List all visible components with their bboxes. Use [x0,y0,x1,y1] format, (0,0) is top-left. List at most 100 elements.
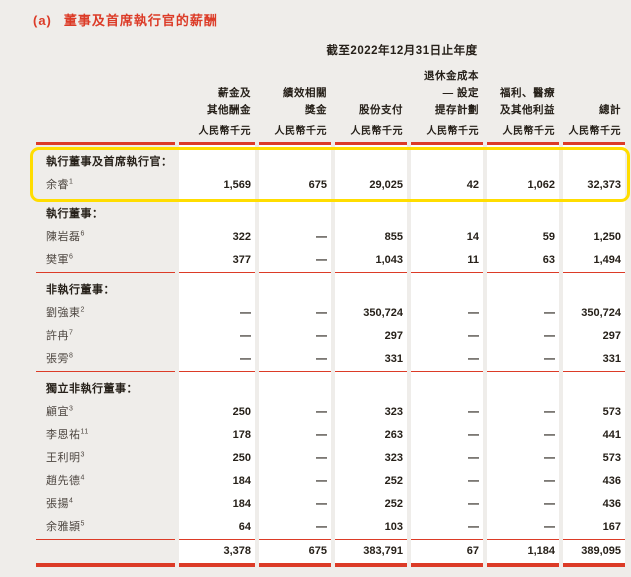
value-cell: 184 [179,470,255,493]
director-name: 顧宜3 [46,405,74,418]
value-cell [563,145,626,174]
column-header: 退休金成本 — 設定 提存計劃 [411,64,483,120]
value-cell: 263 [335,424,407,447]
director-row: 李恩祐11 178—263— —441 [36,424,626,447]
value-cell: — [487,447,559,470]
footnote-ref: 4 [69,497,74,505]
unit-label: 人民幣千元 [487,120,559,145]
unit-row: 人民幣千元 人民幣千元 人民幣千元 人民幣千元 人民幣千元 人民幣千元 [36,120,626,145]
value-cell: — [487,424,559,447]
value-cell [179,145,255,174]
value-cell: — [487,348,559,372]
value-cell: 1,062 [487,174,559,197]
value-cell: 675 [259,540,331,567]
section-header: 非執行董事： [46,284,115,296]
section-header-row: 非執行董事： [36,273,626,302]
value-cell: 322 [179,226,255,249]
value-cell [487,372,559,401]
unit-label: 人民幣千元 [563,120,626,145]
value-cell: — [259,516,331,540]
column-header: 總計 [563,64,625,120]
value-cell: — [487,470,559,493]
value-cell: 331 [335,348,407,372]
value-cell: 184 [179,493,255,516]
footnote-ref: 8 [69,352,74,360]
value-cell: — [411,447,483,470]
value-cell: 675 [259,174,331,197]
footnote-ref: 11 [80,428,89,436]
unit-label: 人民幣千元 [411,120,483,145]
value-cell: — [411,424,483,447]
column-header-line: 薪金及 [218,87,251,99]
value-cell: — [411,348,483,372]
director-row: 許冉7— —297— —297 [36,325,626,348]
value-cell: 14 [411,226,483,249]
value-cell: — [411,516,483,540]
value-cell: — [487,302,559,325]
value-cell [335,273,407,302]
value-cell: — [259,226,331,249]
value-cell [563,273,626,302]
value-cell [487,273,559,302]
footnote-ref: 6 [80,230,85,238]
column-header-line: 退休金成本 [424,70,479,82]
value-cell: 436 [563,493,626,516]
value-cell: — [259,401,331,424]
section-header: 獨立非執行董事： [46,383,138,395]
value-cell: 3,378 [179,540,255,567]
value-cell: — [179,348,255,372]
unit-label: 人民幣千元 [259,120,331,145]
value-cell: — [259,424,331,447]
value-cell [563,372,626,401]
remuneration-table-wrap: 截至2022年12月31日止年度 薪金及 其他酬金 績效相關 獎金 股份支付 退休金成本 —… [30,34,630,567]
column-header-line: 福利、醫療 [500,87,555,99]
value-cell: 331 [563,348,626,372]
director-name: 余睿1 [46,178,74,191]
value-cell [335,197,407,226]
footnote-ref: 4 [80,474,85,482]
table-body: 執行董事及首席執行官： 余睿1 1,569 675 29,025 42 1,062 32,37… [36,145,626,567]
value-cell: 1,569 [179,174,255,197]
value-cell [179,197,255,226]
value-cell: — [259,249,331,273]
director-row: 顧宜3 250—323— —573 [36,401,626,424]
footnote-ref: 2 [80,306,85,314]
value-cell: — [179,302,255,325]
unit-label: 人民幣千元 [335,120,407,145]
unit-label: 人民幣千元 [179,120,255,145]
value-cell: 42 [411,174,483,197]
value-cell: 1,184 [487,540,559,567]
value-cell: 178 [179,424,255,447]
value-cell: — [259,493,331,516]
director-row: 余睿1 1,569 675 29,025 42 1,062 32,373 [36,174,626,197]
value-cell: — [179,325,255,348]
value-cell [259,273,331,302]
value-cell: 855 [335,226,407,249]
value-cell: 1,043 [335,249,407,273]
section-header: 執行董事： [46,208,104,220]
value-cell: 103 [335,516,407,540]
column-header-line: 其他酬金 [207,104,251,116]
footnote-ref: 1 [69,178,74,186]
value-cell: 573 [563,447,626,470]
value-cell [259,372,331,401]
director-row: 趙先德4 184—252— —436 [36,470,626,493]
footnote-ref: 5 [80,520,85,528]
value-cell: 250 [179,447,255,470]
spacer-cell [36,64,175,120]
section-header-row: 執行董事及首席執行官： [36,145,626,174]
director-name: 陳岩磊6 [46,230,85,243]
value-cell: 350,724 [563,302,626,325]
value-cell: 1,494 [563,249,626,273]
column-header: 績效相關 獎金 [259,64,331,120]
value-cell [563,197,626,226]
section-header-row: 獨立非執行董事： [36,372,626,401]
value-cell [411,372,483,401]
value-cell: — [411,401,483,424]
value-cell: 323 [335,401,407,424]
director-name: 劉強東2 [46,306,85,319]
value-cell [259,197,331,226]
value-cell: 297 [563,325,626,348]
value-cell: — [411,493,483,516]
footnote-ref: 7 [69,329,74,337]
